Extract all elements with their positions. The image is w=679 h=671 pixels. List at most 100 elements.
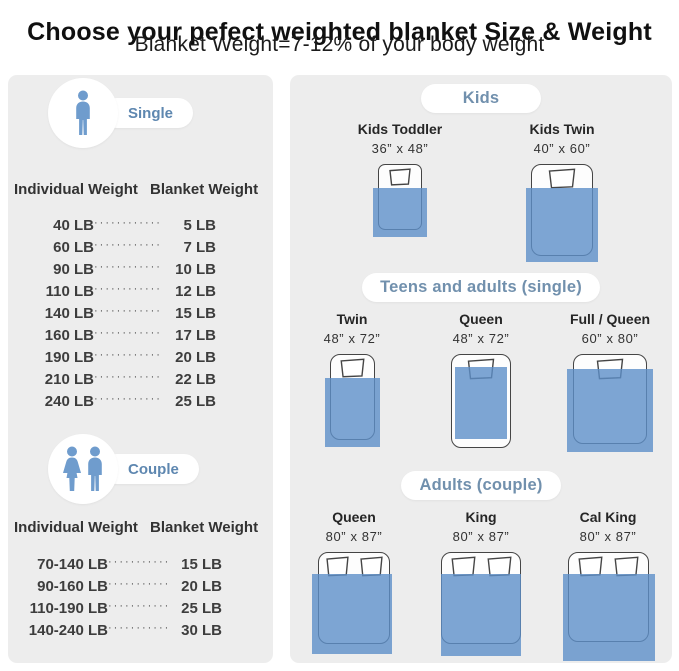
bed-dimensions: 60” x 80” — [581, 331, 639, 346]
bed-illustration — [567, 354, 653, 452]
individual-weight-value: 210 LB — [44, 370, 94, 388]
dotted-leader: ············· — [94, 327, 160, 339]
bed-illustration — [324, 354, 380, 447]
table-row: 240 LB············· 25 LB — [8, 390, 273, 412]
bed-figure-king: King 80” x 87” — [421, 507, 541, 656]
bed-name: Queen — [332, 509, 376, 525]
weighted-blanket-overlay — [373, 188, 427, 237]
bed-name: Kids Toddler — [357, 121, 443, 137]
bed-dimensions: 80” x 87” — [579, 529, 637, 544]
blanket-weight-value: 25 LB — [175, 392, 216, 410]
individual-weight-value: 190 LB — [44, 348, 94, 366]
bed-illustration — [526, 164, 598, 262]
column-header-individual-weight: Individual Weight — [14, 519, 138, 536]
individual-weight-value: 40 LB — [53, 216, 94, 234]
bed-illustration — [451, 354, 511, 448]
table-row: 70-140 LB············· 15 LB — [8, 553, 273, 575]
weight-tables-panel: Single Individual Weight Blanket Weight … — [8, 75, 273, 663]
blanket-weight-value: 20 LB — [181, 577, 222, 595]
bed-figure-cal-king: Cal King 80” x 87” — [548, 507, 668, 661]
blanket-weight-value: 22 LB — [175, 370, 216, 388]
individual-weight-value: 70-140 LB — [37, 555, 108, 573]
couple-weight-table: 70-140 LB············· 15 LB 90-160 LB···… — [8, 553, 273, 641]
table-row: 110-190 LB············· 25 LB — [8, 597, 273, 619]
individual-weight-value: 90-160 LB — [37, 577, 108, 595]
teens-section-title: Teens and adults (single) — [362, 273, 600, 302]
single-label: Single — [102, 98, 194, 128]
dotted-leader: ············· — [94, 349, 160, 361]
bed-name: Queen — [459, 311, 503, 327]
weighted-blanket-overlay — [455, 367, 507, 439]
bed-figure-twin: Twin 48” x 72” — [292, 309, 412, 447]
single-table-header: Individual Weight Blanket Weight — [8, 181, 273, 198]
individual-weight-value: 110-190 LB — [29, 599, 108, 617]
bed-dimensions: 36” x 48” — [371, 141, 429, 156]
couple-section-header: Couple — [8, 434, 273, 504]
dotted-leader: ············· — [94, 371, 160, 383]
single-person-icon — [70, 90, 96, 136]
bed-name: Twin — [336, 311, 368, 327]
blanket-weight-value: 17 LB — [175, 326, 216, 344]
bed-name: King — [465, 509, 497, 525]
table-row: 110 LB············· 12 LB — [8, 280, 273, 302]
bed-dimensions: 48” x 72” — [323, 331, 381, 346]
individual-weight-value: 160 LB — [44, 326, 94, 344]
bed-illustration — [441, 552, 521, 656]
table-row: 190 LB············· 20 LB — [8, 346, 273, 368]
weighted-blanket-overlay — [526, 188, 598, 262]
table-row: 40 LB············· 5 LB — [8, 214, 273, 236]
bed-dimensions: 80” x 87” — [452, 529, 510, 544]
dotted-leader: ············· — [94, 283, 160, 295]
bed-figure-queen-couple: Queen 80” x 87” — [294, 507, 414, 654]
single-section-header: Single — [8, 75, 273, 148]
bed-name: Cal King — [579, 509, 637, 525]
blanket-weight-value: 20 LB — [175, 348, 216, 366]
bed-name: Full / Queen — [569, 311, 651, 327]
dotted-leader: ············· — [94, 393, 160, 405]
dotted-leader: ············· — [94, 261, 160, 273]
bed-illustration — [373, 164, 427, 237]
column-header-blanket-weight: Blanket Weight — [150, 181, 259, 198]
bed-dimensions: 40” x 60” — [533, 141, 591, 156]
individual-weight-value: 140 LB — [44, 304, 94, 322]
blanket-weight-value: 12 LB — [175, 282, 216, 300]
bed-illustration — [312, 552, 392, 654]
dotted-leader: ············· — [94, 305, 160, 317]
couple-table-header: Individual Weight Blanket Weight — [8, 519, 273, 536]
blanket-weight-value: 25 LB — [181, 599, 222, 617]
individual-weight-value: 60 LB — [53, 238, 94, 256]
individual-weight-value: 240 LB — [44, 392, 94, 410]
teens-bed-row: Twin 48” x 72” Queen 48” x 72” Full / Qu… — [290, 309, 672, 452]
blanket-weight-value: 5 LB — [183, 216, 216, 234]
pillow-icon — [388, 168, 412, 186]
blanket-weight-value: 10 LB — [175, 260, 216, 278]
dotted-leader: ············· — [108, 578, 170, 590]
blanket-weight-value: 30 LB — [181, 621, 222, 639]
dotted-leader: ············· — [94, 217, 160, 229]
table-row: 210 LB············· 22 LB — [8, 368, 273, 390]
blanket-weight-value: 7 LB — [183, 238, 216, 256]
bed-size-panel: Kids Kids Toddler 36” x 48” Kids Twin 40… — [290, 75, 672, 663]
table-row: 160 LB············· 17 LB — [8, 324, 273, 346]
bed-figure-kids-toddler: Kids Toddler 36” x 48” — [350, 119, 450, 237]
dotted-leader: ············· — [108, 556, 170, 568]
blanket-weight-value: 15 LB — [175, 304, 216, 322]
page-subtitle: Blanket Weight=7-12% of your body weight — [134, 33, 545, 56]
weighted-blanket-overlay — [312, 574, 392, 654]
couple-persons-icon — [58, 446, 108, 492]
table-row: 90 LB············· 10 LB — [8, 258, 273, 280]
bed-name: Kids Twin — [529, 121, 595, 137]
individual-weight-value: 90 LB — [53, 260, 94, 278]
single-weight-table: 40 LB·············5 LB 60 LB············… — [8, 214, 273, 412]
table-row: 60 LB············· 7 LB — [8, 236, 273, 258]
individual-weight-value: 140-240 LB — [28, 621, 108, 639]
pillow-icon — [339, 358, 366, 378]
bed-figure-queen-single: Queen 48” x 72” — [421, 309, 541, 448]
adults-section-title: Adults (couple) — [401, 471, 561, 500]
weighted-blanket-overlay — [324, 378, 380, 447]
page-title: Choose your pefect weighted blanket Size… — [27, 17, 652, 46]
single-avatar — [48, 78, 118, 148]
blanket-weight-value: 15 LB — [181, 555, 222, 573]
bed-dimensions: 48” x 72” — [452, 331, 510, 346]
bed-dimensions: 80” x 87” — [325, 529, 383, 544]
